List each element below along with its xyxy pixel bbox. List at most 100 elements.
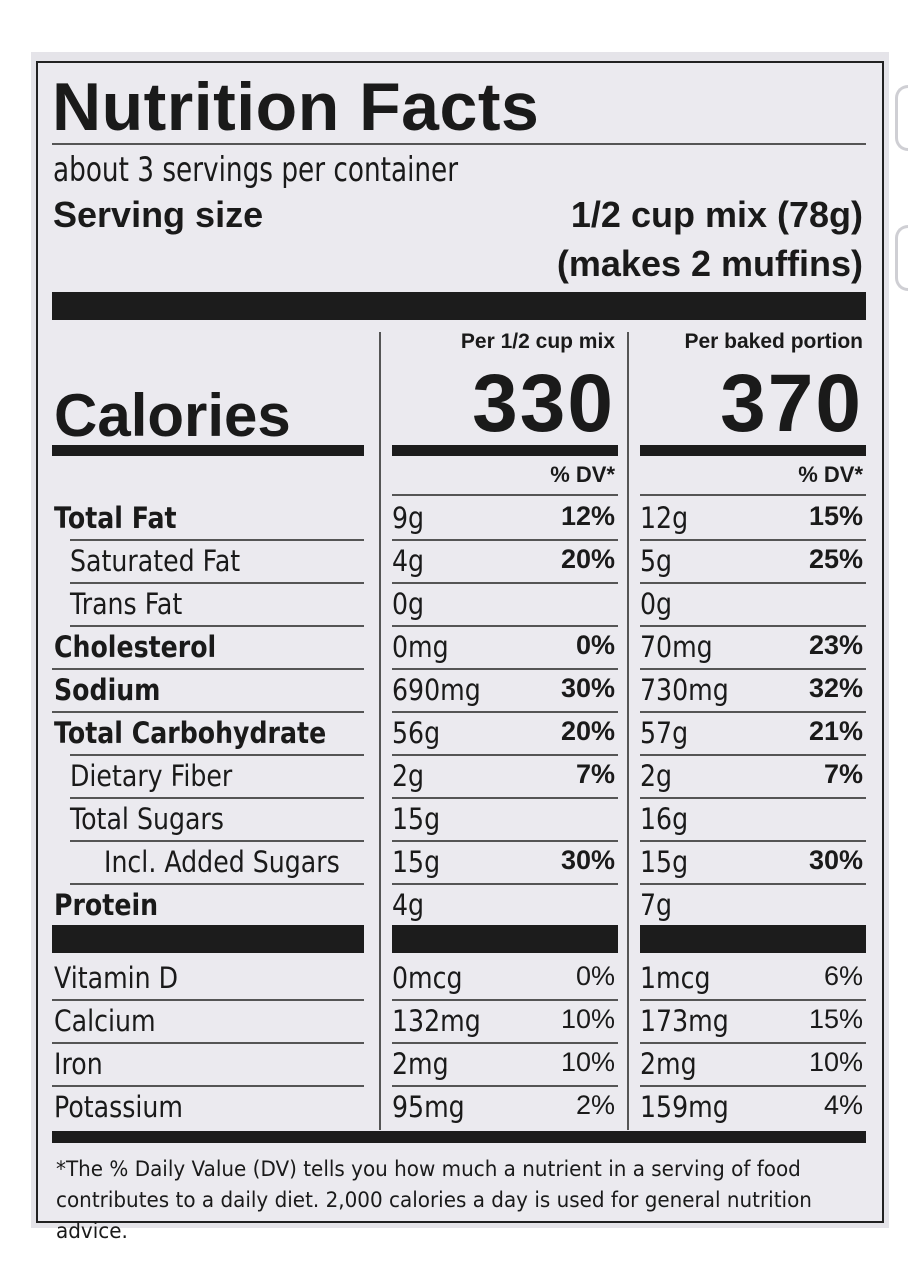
row-divider	[70, 625, 364, 627]
thick-divider	[52, 292, 866, 320]
vitamin-bar	[52, 925, 364, 953]
row-divider	[70, 582, 364, 584]
table-row: Iron 2mg 10% 2mg 10%	[0, 1043, 908, 1086]
baked-dv: 25%	[808, 544, 863, 574]
mix-dv: 20%	[560, 716, 615, 746]
baked-dv: 15%	[808, 501, 863, 531]
nutrient-label: Saturated Fat	[70, 544, 241, 578]
package-edge	[895, 225, 908, 291]
divider	[52, 143, 866, 145]
vitamin-bar	[392, 925, 618, 953]
table-row: Calcium 132mg 10% 173mg 15%	[0, 1000, 908, 1043]
column-header-baked: Per baked portion	[684, 330, 863, 353]
nutrient-label: Total Sugars	[70, 802, 224, 836]
row-divider	[52, 711, 364, 713]
vitamin-label: Vitamin D	[54, 961, 179, 995]
row-divider	[640, 797, 866, 799]
table-row: Dietary Fiber 2g 7% 2g 7%	[0, 755, 908, 798]
row-divider	[640, 582, 866, 584]
mix-amount: 9g	[392, 501, 425, 535]
baked-dv: 4%	[823, 1090, 863, 1120]
mix-amount: 2g	[392, 759, 425, 793]
row-divider	[640, 1085, 866, 1087]
table-row: Saturated Fat 4g 20% 5g 25%	[0, 540, 908, 583]
row-divider	[392, 1085, 618, 1087]
row-divider	[392, 883, 618, 885]
mix-dv: 2%	[575, 1090, 615, 1120]
mix-dv: 0%	[575, 961, 615, 991]
table-row: Incl. Added Sugars 15g 30% 15g 30%	[0, 841, 908, 884]
mix-dv: 10%	[560, 1047, 615, 1077]
serving-size-label: Serving size	[53, 194, 264, 235]
calories-label: Calories	[54, 382, 291, 449]
row-divider	[392, 1042, 618, 1044]
row-divider	[640, 840, 866, 842]
table-row: Cholesterol 0mg 0% 70mg 23%	[0, 626, 908, 669]
divider	[392, 494, 618, 496]
calories-mix: 330	[472, 358, 615, 449]
row-divider	[640, 711, 866, 713]
row-divider	[640, 625, 866, 627]
baked-dv: 15%	[808, 1004, 863, 1034]
row-divider	[70, 754, 364, 756]
mix-amount: 0mg	[392, 630, 449, 664]
mix-amount: 15g	[392, 802, 441, 836]
footnote: *The % Daily Value (DV) tells you how mu…	[56, 1157, 812, 1243]
baked-amount: 15g	[640, 845, 689, 879]
column-divider	[627, 332, 629, 1130]
table-row: Total Carbohydrate 56g 20% 57g 21%	[0, 712, 908, 755]
mix-dv: 10%	[560, 1004, 615, 1034]
baked-amount: 16g	[640, 802, 689, 836]
nutrient-label: Total Carbohydrate	[54, 716, 327, 750]
row-divider	[640, 539, 866, 541]
table-row: Trans Fat 0g 0g	[0, 583, 908, 626]
nutrient-label: Protein	[54, 888, 159, 922]
mix-dv: 12%	[560, 501, 615, 531]
table-row: Total Sugars 15g 16g	[0, 798, 908, 841]
mix-dv: 20%	[560, 544, 615, 574]
row-divider	[52, 1085, 364, 1087]
baked-amount: 730mg	[640, 673, 729, 707]
vitamin-bar	[640, 925, 866, 953]
mix-amount: 4g	[392, 888, 425, 922]
calories-bar	[52, 445, 364, 456]
row-divider	[392, 797, 618, 799]
row-divider	[392, 539, 618, 541]
row-divider	[640, 754, 866, 756]
nutrient-label: Total Fat	[54, 501, 177, 535]
row-divider	[70, 539, 364, 541]
mix-dv: 30%	[560, 673, 615, 703]
row-divider	[392, 711, 618, 713]
panel-title: Nutrition Facts	[52, 69, 540, 145]
baked-dv: 32%	[808, 673, 863, 703]
row-divider	[392, 668, 618, 670]
nutrient-label: Dietary Fiber	[70, 759, 233, 793]
mix-amount: 0g	[392, 587, 425, 621]
nutrient-label: Trans Fat	[70, 587, 183, 621]
mix-amount: 0mcg	[392, 961, 463, 995]
baked-amount: 57g	[640, 716, 689, 750]
divider	[640, 494, 866, 496]
mix-amount: 56g	[392, 716, 441, 750]
table-row: Total Fat 9g 12% 12g 15%	[0, 497, 908, 540]
row-divider	[52, 1042, 364, 1044]
nutrition-panel	[36, 61, 884, 1223]
row-divider	[52, 668, 364, 670]
mix-amount: 95mg	[392, 1090, 465, 1124]
thick-divider	[52, 1131, 866, 1143]
baked-amount: 5g	[640, 544, 673, 578]
row-divider	[392, 754, 618, 756]
mix-amount: 690mg	[392, 673, 481, 707]
baked-dv: 21%	[808, 716, 863, 746]
row-divider	[640, 883, 866, 885]
baked-amount: 0g	[640, 587, 673, 621]
mix-dv: 0%	[575, 630, 615, 660]
row-divider	[640, 999, 866, 1001]
row-divider	[70, 797, 364, 799]
serving-size-value: 1/2 cup mix (78g)	[570, 194, 863, 235]
serving-size-note: (makes 2 muffins)	[556, 243, 863, 284]
vitamin-label: Potassium	[54, 1090, 183, 1124]
baked-amount: 2mg	[640, 1047, 697, 1081]
servings-per-container: about 3 servings per container	[53, 150, 459, 190]
mix-dv: 7%	[575, 759, 615, 789]
